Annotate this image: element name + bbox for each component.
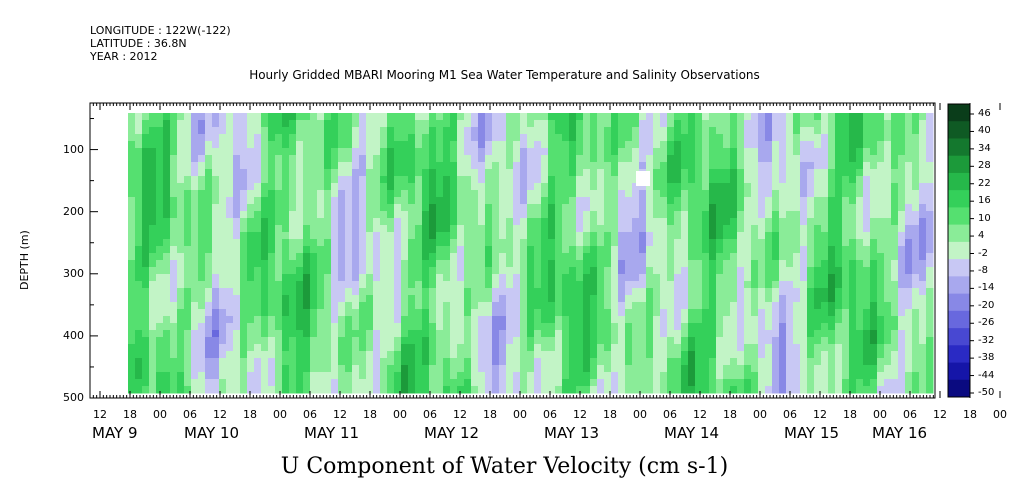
colorbar-label: 10 <box>978 212 991 224</box>
y-tick-label: 500 <box>63 391 84 404</box>
x-day-label: MAY 15 <box>784 424 840 442</box>
x-tick-label: 00 <box>873 408 887 421</box>
colorbar-swatch <box>948 121 970 139</box>
y-tick-label: 100 <box>63 142 84 156</box>
colorbar-swatch <box>948 190 970 208</box>
colorbar-label: -8 <box>978 264 988 276</box>
x-tick-label: 00 <box>753 408 767 421</box>
x-day-label: MAY 10 <box>184 424 240 442</box>
x-tick-label: 18 <box>963 408 977 421</box>
colorbar-swatch <box>948 259 970 277</box>
colorbar-swatch <box>948 138 970 157</box>
x-tick-label: 12 <box>693 408 707 421</box>
x-tick-label: 00 <box>993 408 1007 421</box>
x-tick-label: 18 <box>723 408 737 421</box>
colorbar-swatch <box>948 328 970 346</box>
x-tick-label: 12 <box>93 408 107 421</box>
x-tick-label: 18 <box>363 408 377 421</box>
y-axis-label: DEPTH (m) <box>18 230 31 290</box>
y-tick-label: 400 <box>63 328 84 342</box>
header-title: Hourly Gridded MBARI Mooring M1 Sea Wate… <box>249 68 760 82</box>
x-tick-label: 12 <box>213 408 227 421</box>
colorbar-label: 46 <box>978 108 991 119</box>
colorbar-swatch <box>948 276 970 294</box>
x-tick-label: 00 <box>513 408 527 421</box>
x-tick-label: 00 <box>273 408 287 421</box>
x-tick-label: 06 <box>303 408 317 421</box>
longitude-label: LONGITUDE : 122W(-122) <box>90 24 231 37</box>
colorbar-swatch <box>948 104 970 122</box>
colorbar-swatch <box>948 172 970 191</box>
x-tick-label: 00 <box>633 408 647 421</box>
colorbar-label: 22 <box>978 177 991 189</box>
x-tick-label: 18 <box>243 408 257 421</box>
colorbar-swatch <box>948 345 970 363</box>
x-tick-label: 18 <box>123 408 137 421</box>
colorbar-label: -38 <box>978 352 995 364</box>
colorbar-swatch <box>948 155 970 174</box>
x-tick-label: 06 <box>423 408 437 421</box>
colorbar-label: -50 <box>978 387 995 398</box>
colorbar-label: 4 <box>978 230 985 242</box>
colorbar-label: -2 <box>978 247 988 259</box>
x-tick-label: 06 <box>183 408 197 421</box>
x-tick-label: 18 <box>483 408 497 421</box>
colorbar-label: 40 <box>978 125 991 137</box>
x-tick-label: 12 <box>813 408 827 421</box>
colorbar-swatch <box>948 379 970 398</box>
x-tick-label: 12 <box>333 408 347 421</box>
colorbar-label: -32 <box>978 334 995 346</box>
latitude-label: LATITUDE : 36.8N <box>90 37 187 50</box>
x-day-label: MAY 11 <box>304 424 360 442</box>
colorbar-label: 16 <box>978 195 991 207</box>
x-day-label: MAY 13 <box>544 424 600 442</box>
heatmap-field <box>128 113 934 394</box>
y-tick-label: 200 <box>63 204 84 218</box>
x-tick-label: 12 <box>933 408 947 421</box>
x-tick-label: 06 <box>783 408 797 421</box>
x-tick-label: 00 <box>393 408 407 421</box>
colorbar-label: 34 <box>978 142 991 154</box>
colorbar-swatch <box>948 293 970 312</box>
colorbar-label: -26 <box>978 317 995 329</box>
x-day-label: MAY 9 <box>92 424 138 442</box>
chart-title: U Component of Water Velocity (cm s-1) <box>280 454 729 479</box>
colorbar-swatch <box>948 241 970 260</box>
x-day-label: MAY 16 <box>872 424 928 442</box>
colorbar-swatch <box>948 362 970 381</box>
x-day-label: MAY 14 <box>664 424 720 442</box>
x-tick-label: 18 <box>843 408 857 421</box>
x-tick-label: 12 <box>573 408 587 421</box>
colorbar-swatch <box>948 310 970 329</box>
colorbar-label: -44 <box>978 369 995 381</box>
colorbar-label: -20 <box>978 299 995 311</box>
x-tick-label: 18 <box>603 408 617 421</box>
colorbar-swatch <box>948 224 970 243</box>
x-tick-label: 00 <box>153 408 167 421</box>
colorbar-swatch <box>948 207 970 225</box>
missing-data-patch <box>636 171 650 186</box>
x-tick-label: 06 <box>663 408 677 421</box>
x-tick-label: 06 <box>543 408 557 421</box>
colorbar-label: 28 <box>978 160 991 172</box>
x-day-label: MAY 12 <box>424 424 480 442</box>
year-label: YEAR : 2012 <box>90 50 158 63</box>
colorbar-label: -14 <box>978 282 995 294</box>
x-tick-label: 12 <box>453 408 467 421</box>
x-tick-label: 06 <box>903 408 917 421</box>
y-tick-label: 300 <box>63 266 84 280</box>
